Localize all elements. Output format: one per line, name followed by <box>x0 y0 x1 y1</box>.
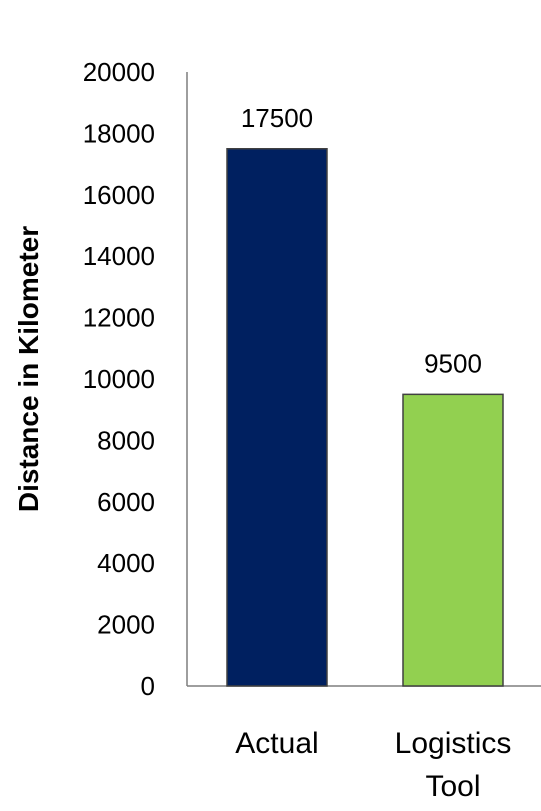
data-labels: 17500 9500 <box>241 103 482 379</box>
y-tick-label: 14000 <box>83 241 155 271</box>
data-label: 17500 <box>241 103 313 133</box>
bar-logistics-tool <box>402 393 504 687</box>
bars <box>226 148 504 687</box>
y-tick-label: 16000 <box>83 180 155 210</box>
category-label: Actual <box>235 727 318 760</box>
category-label: Logistics Tool <box>395 727 512 803</box>
y-tick-label: 8000 <box>97 425 155 455</box>
bar-actual <box>226 148 328 687</box>
y-tick-label: 0 <box>141 671 155 701</box>
y-tick-label: 12000 <box>83 303 155 333</box>
y-tick-label: 4000 <box>97 548 155 578</box>
y-tick-label: 2000 <box>97 610 155 640</box>
y-axis: 0 2000 4000 6000 8000 10000 12000 14000 16000 180… <box>83 57 188 701</box>
y-tick-label: 6000 <box>97 487 155 517</box>
category-labels: Actual Logistics Tool <box>235 727 511 803</box>
data-label: 9500 <box>424 348 482 378</box>
y-axis-title: Distance in Kilometer <box>13 226 44 512</box>
y-tick-labels: 0 2000 4000 6000 8000 10000 12000 14000 16000 180… <box>83 57 155 701</box>
y-tick-label: 10000 <box>83 364 155 394</box>
y-tick-label: 20000 <box>83 57 155 87</box>
y-tick-label: 18000 <box>83 118 155 148</box>
